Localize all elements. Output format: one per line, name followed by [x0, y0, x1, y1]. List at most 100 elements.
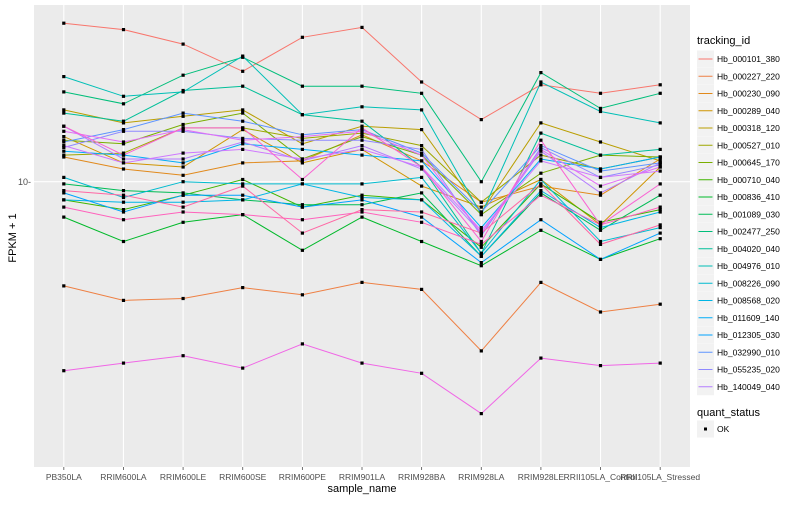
- data-point: [121, 157, 126, 161]
- data-point: [420, 215, 424, 219]
- data-point: [658, 169, 662, 173]
- data-point: [360, 215, 364, 219]
- data-point: [479, 213, 483, 217]
- legend-label: Hb_002477_250: [717, 227, 780, 237]
- data-point: [121, 161, 126, 165]
- data-point: [658, 147, 662, 151]
- data-point: [300, 203, 304, 207]
- legend-label: Hb_000527_010: [717, 140, 780, 150]
- data-point: [62, 155, 66, 159]
- data-point: [241, 108, 245, 112]
- data-point: [539, 131, 543, 135]
- data-point: [300, 142, 304, 146]
- series-points-Hb_008568_020: [62, 182, 662, 258]
- legend-item: Hb_001089_030: [697, 205, 780, 223]
- data-point: [420, 371, 424, 375]
- data-point: [181, 193, 185, 197]
- data-point: [360, 126, 364, 130]
- data-point: [420, 128, 424, 132]
- data-point: [420, 91, 424, 95]
- x-tick-label: RRIM928BA: [398, 472, 446, 482]
- data-point: [181, 205, 185, 209]
- x-tick-label: PB350LA: [46, 472, 82, 482]
- data-point: [420, 165, 424, 169]
- data-point: [241, 119, 245, 123]
- data-point: [598, 193, 603, 197]
- data-point: [479, 228, 483, 232]
- data-point: [360, 105, 364, 109]
- data-point: [62, 108, 66, 112]
- data-point: [62, 191, 66, 195]
- data-point: [598, 223, 603, 227]
- data-point: [62, 111, 66, 115]
- x-tick-label: RRIM928LA: [458, 472, 505, 482]
- data-point: [181, 129, 185, 133]
- series-points-Hb_032990_010: [62, 111, 662, 214]
- data-point: [62, 369, 66, 373]
- data-point: [658, 237, 662, 241]
- data-point: [300, 157, 304, 161]
- data-point: [479, 180, 483, 184]
- data-point: [181, 354, 185, 358]
- data-point: [241, 161, 245, 165]
- data-point: [479, 231, 483, 235]
- data-point: [360, 138, 364, 142]
- data-point: [360, 280, 364, 284]
- legend-item: Hb_012305_030: [697, 326, 780, 344]
- data-point: [539, 149, 543, 153]
- y-axis-label: FPKM + 1: [7, 213, 19, 262]
- data-point: [300, 113, 304, 117]
- legend-item: Hb_000227_220: [697, 67, 780, 85]
- data-point: [420, 191, 424, 195]
- data-point: [658, 361, 662, 365]
- x-axis: PB350LA RRIM600LA RRIM600LE RRIM600SE RRIM60…: [46, 467, 700, 482]
- data-point: [121, 128, 126, 132]
- data-point: [181, 111, 185, 115]
- data-point: [300, 177, 304, 182]
- data-point: [598, 140, 603, 144]
- legend-label: Hb_000101_380: [717, 54, 780, 64]
- data-point: [420, 198, 424, 202]
- legend-label: Hb_032990_010: [717, 347, 780, 357]
- series-points-Hb_000227_220: [62, 280, 662, 353]
- data-point: [539, 121, 543, 125]
- data-point: [420, 144, 424, 148]
- data-point: [181, 157, 185, 161]
- data-point: [300, 182, 304, 186]
- data-point: [300, 231, 304, 235]
- data-point: [121, 140, 126, 144]
- data-point: [539, 193, 543, 197]
- legend-label: Hb_000318_120: [717, 123, 780, 133]
- data-point: [181, 42, 185, 46]
- data-point: [300, 138, 304, 142]
- data-point: [300, 84, 304, 88]
- legend-item: Hb_000645_170: [697, 154, 780, 171]
- data-point: [181, 296, 185, 301]
- data-point: [241, 128, 245, 132]
- data-point: [360, 208, 364, 212]
- data-point: [539, 157, 543, 161]
- data-point: [241, 111, 245, 115]
- data-point: [598, 239, 603, 244]
- data-point: [241, 138, 245, 142]
- data-point: [420, 175, 424, 179]
- data-point: [121, 200, 126, 204]
- data-point: [420, 80, 424, 84]
- data-point: [360, 193, 364, 197]
- legend-label: Hb_008568_020: [717, 296, 780, 306]
- legend-label: Hb_004020_040: [717, 244, 780, 254]
- data-point: [360, 182, 364, 186]
- data-point: [658, 210, 662, 214]
- x-tick-label: RRIM600PE: [279, 472, 327, 482]
- data-point: [658, 83, 662, 87]
- data-point: [181, 180, 185, 184]
- data-point: [121, 129, 126, 133]
- legend-item: Hb_004020_040: [697, 240, 780, 258]
- data-point: [539, 171, 543, 175]
- data-point: [121, 210, 126, 214]
- data-point: [241, 198, 245, 202]
- data-point: [420, 167, 424, 171]
- data-point: [598, 191, 603, 195]
